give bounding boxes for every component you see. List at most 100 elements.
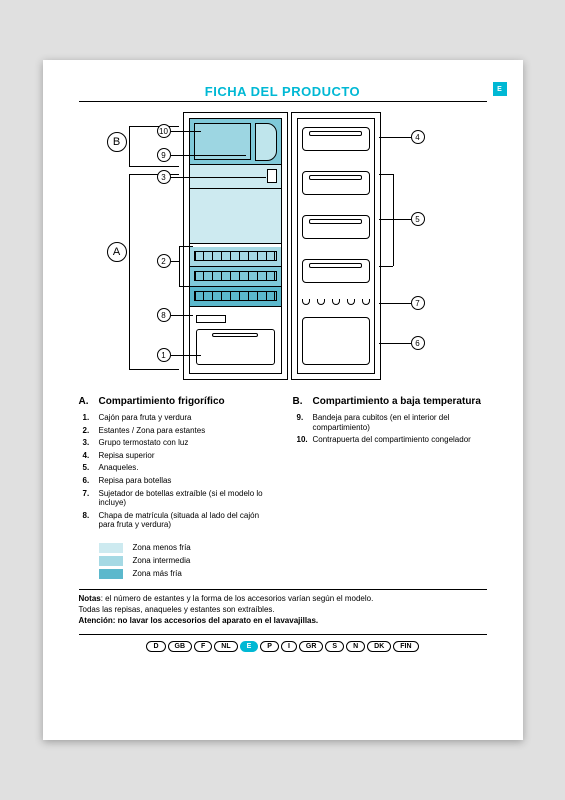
- language-badge-i[interactable]: I: [281, 641, 297, 652]
- item-number: 3.: [79, 438, 99, 448]
- callout-3: 3: [157, 170, 171, 184]
- language-badge-nl[interactable]: NL: [214, 641, 237, 652]
- item-text: Sujetador de botellas extraíble (si el m…: [99, 489, 273, 508]
- header-row: FICHA DEL PRODUCTO E: [79, 84, 487, 102]
- notes-block: Notas: el número de estantes y la forma …: [79, 589, 487, 626]
- language-badge-e[interactable]: E: [240, 641, 259, 652]
- item-text: Chapa de matrícula (situada al lado del …: [99, 511, 273, 530]
- legend-row: Zona más fría: [99, 569, 487, 579]
- item-text: Estantes / Zona para estantes: [99, 426, 273, 436]
- item-number: 5.: [79, 463, 99, 473]
- section-b-heading: B. Compartimiento a baja temperatura: [293, 396, 487, 407]
- bottle-shelf: [302, 317, 370, 365]
- callout-1: 1: [157, 348, 171, 362]
- list-item: 3.Grupo termostato con luz: [79, 438, 273, 448]
- item-number: 6.: [79, 476, 99, 486]
- legend-row: Zona menos fría: [99, 543, 487, 553]
- callout-2: 2: [157, 254, 171, 268]
- thermostat-icon: [267, 169, 277, 183]
- list-item: 8.Chapa de matrícula (situada al lado de…: [79, 511, 273, 530]
- note-line-1: Notas: el número de estantes y la forma …: [79, 594, 487, 605]
- item-text: Anaqueles.: [99, 463, 273, 473]
- door-shelf-3: [302, 215, 370, 239]
- section-b-letter: B.: [293, 396, 313, 407]
- language-indicator: E: [493, 82, 507, 96]
- list-item: 2.Estantes / Zona para estantes: [79, 426, 273, 436]
- callout-7: 7: [411, 296, 425, 310]
- section-a: A. Compartimiento frigorífico 1.Cajón pa…: [79, 396, 273, 533]
- page-title: FICHA DEL PRODUCTO: [205, 84, 360, 99]
- fridge-door: [291, 112, 381, 380]
- item-number: 10.: [293, 435, 313, 445]
- callout-8: 8: [157, 308, 171, 322]
- ice-tray: [255, 123, 277, 161]
- color-legend: Zona menos fría Zona intermedia Zona más f…: [99, 543, 487, 579]
- item-number: 8.: [79, 511, 99, 530]
- language-strip: DGBFNLEPIGRSNDKFIN: [79, 634, 487, 652]
- legend-label: Zona menos fría: [133, 543, 191, 552]
- language-badge-fin[interactable]: FIN: [393, 641, 418, 652]
- list-item: 10.Contrapuerta del compartimiento conge…: [293, 435, 487, 445]
- section-a-title: Compartimiento frigorífico: [99, 396, 225, 407]
- freezer-compartment: [190, 119, 281, 165]
- item-text: Bandeja para cubitos (en el interior del…: [313, 413, 487, 432]
- item-number: 9.: [293, 413, 313, 432]
- legend-swatch: [99, 569, 123, 579]
- content-columns: A. Compartimiento frigorífico 1.Cajón pa…: [79, 396, 487, 533]
- zone-cold-2: [190, 287, 281, 307]
- zone-intermediate-1: [190, 247, 281, 267]
- item-text: Repisa superior: [99, 451, 273, 461]
- zone-cold-1: [190, 267, 281, 287]
- list-item: 6.Repisa para botellas: [79, 476, 273, 486]
- rating-plate: [196, 315, 226, 323]
- list-item: 1.Cajón para fruta y verdura: [79, 413, 273, 423]
- list-item: 5.Anaqueles.: [79, 463, 273, 473]
- item-number: 1.: [79, 413, 99, 423]
- callout-4: 4: [411, 130, 425, 144]
- fridge-inner: [189, 118, 282, 374]
- door-inner: [297, 118, 375, 374]
- language-badge-p[interactable]: P: [260, 641, 279, 652]
- language-badge-gr[interactable]: GR: [299, 641, 324, 652]
- callout-9: 9: [157, 148, 171, 162]
- callout-6: 6: [411, 336, 425, 350]
- fridge-body: [183, 112, 288, 380]
- zone-less-cold-mid: [190, 189, 281, 244]
- note-line-2: Todas las repisas, anaqueles y estantes …: [79, 605, 487, 616]
- legend-row: Zona intermedia: [99, 556, 487, 566]
- section-a-list: 1.Cajón para fruta y verdura2.Estantes /…: [79, 413, 273, 530]
- legend-label: Zona más fría: [133, 569, 182, 578]
- language-badge-n[interactable]: N: [346, 641, 365, 652]
- legend-swatch: [99, 543, 123, 553]
- callout-10: 10: [157, 124, 171, 138]
- item-text: Contrapuerta del compartimiento congelad…: [313, 435, 487, 445]
- crisper-drawer: [196, 329, 275, 365]
- item-number: 2.: [79, 426, 99, 436]
- language-badge-dk[interactable]: DK: [367, 641, 391, 652]
- product-diagram: B A: [79, 112, 487, 382]
- item-text: Grupo termostato con luz: [99, 438, 273, 448]
- item-text: Cajón para fruta y verdura: [99, 413, 273, 423]
- list-item: 4.Repisa superior: [79, 451, 273, 461]
- language-badge-s[interactable]: S: [325, 641, 344, 652]
- region-label-a: A: [107, 242, 127, 262]
- language-badge-gb[interactable]: GB: [168, 641, 193, 652]
- language-badge-d[interactable]: D: [146, 641, 165, 652]
- item-number: 4.: [79, 451, 99, 461]
- bottle-holder: [302, 299, 370, 305]
- document-page: FICHA DEL PRODUCTO E B A: [43, 60, 523, 740]
- legend-label: Zona intermedia: [133, 556, 191, 565]
- section-b: B. Compartimiento a baja temperatura 9.B…: [293, 396, 487, 533]
- door-shelf-2: [302, 171, 370, 195]
- item-text: Repisa para botellas: [99, 476, 273, 486]
- section-b-title: Compartimiento a baja temperatura: [313, 396, 481, 407]
- section-a-letter: A.: [79, 396, 99, 407]
- callout-5: 5: [411, 212, 425, 226]
- section-a-heading: A. Compartimiento frigorífico: [79, 396, 273, 407]
- language-badge-f[interactable]: F: [194, 641, 212, 652]
- section-b-list: 9.Bandeja para cubitos (en el interior d…: [293, 413, 487, 445]
- item-number: 7.: [79, 489, 99, 508]
- door-shelf-4: [302, 259, 370, 283]
- legend-swatch: [99, 556, 123, 566]
- list-item: 7.Sujetador de botellas extraíble (si el…: [79, 489, 273, 508]
